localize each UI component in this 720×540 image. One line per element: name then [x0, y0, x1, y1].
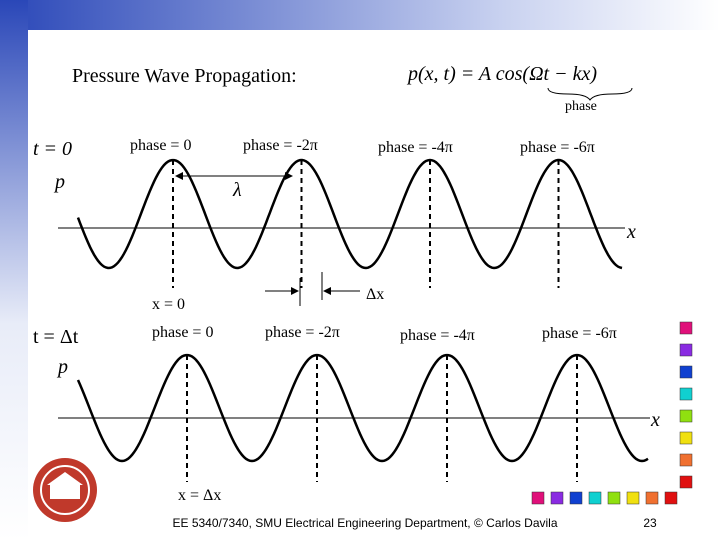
- logo: [33, 458, 97, 522]
- phase: phase = 0: [152, 324, 213, 341]
- wave: [76, 158, 623, 270]
- deco-square: [550, 491, 564, 505]
- deco-square: [679, 475, 693, 489]
- phase: phase = 0: [130, 137, 191, 154]
- x-shift: x = Δx: [178, 487, 221, 504]
- formula: p(x, t) = A cos(Ωt − kx): [406, 63, 597, 85]
- deco-square: [679, 365, 693, 379]
- time-label: t = Δt: [33, 326, 79, 348]
- decoration: [531, 321, 693, 505]
- deco-square: [531, 491, 545, 505]
- phase: phase = -2π: [265, 324, 340, 341]
- page-number: 23: [643, 516, 657, 530]
- phase-label: phase: [565, 99, 597, 114]
- deco-square: [664, 491, 678, 505]
- header-band: [0, 0, 720, 30]
- axis-p: p: [56, 356, 68, 378]
- deco-square: [679, 431, 693, 445]
- deco-square: [645, 491, 659, 505]
- delta-x: Δx: [366, 286, 384, 303]
- title: Pressure Wave Propagation:: [72, 65, 297, 87]
- phase: phase = -6π: [542, 325, 617, 342]
- phase: phase = -6π: [520, 139, 595, 156]
- content-bg: [28, 30, 720, 540]
- phase: phase = -4π: [400, 327, 475, 344]
- axis-x: x: [650, 409, 660, 431]
- deco-square: [588, 491, 602, 505]
- deco-square: [679, 409, 693, 423]
- wavelength: λ: [232, 179, 242, 201]
- wave: [76, 353, 649, 463]
- deco-square: [679, 453, 693, 467]
- deco-square: [607, 491, 621, 505]
- deco-square: [679, 387, 693, 401]
- brace: [547, 87, 633, 101]
- deco-square: [679, 321, 693, 335]
- deco-square: [679, 343, 693, 357]
- time-label: t = 0: [33, 138, 72, 160]
- deco-square: [569, 491, 583, 505]
- axis-x: x: [626, 221, 636, 243]
- deco-square: [626, 491, 640, 505]
- phase: phase = -4π: [378, 139, 453, 156]
- axis-p: p: [53, 171, 65, 193]
- phase: phase = -2π: [243, 137, 318, 154]
- footer: EE 5340/7340, SMU Electrical Engineering…: [172, 516, 557, 530]
- x-zero: x = 0: [152, 296, 185, 313]
- side-band: [0, 0, 28, 540]
